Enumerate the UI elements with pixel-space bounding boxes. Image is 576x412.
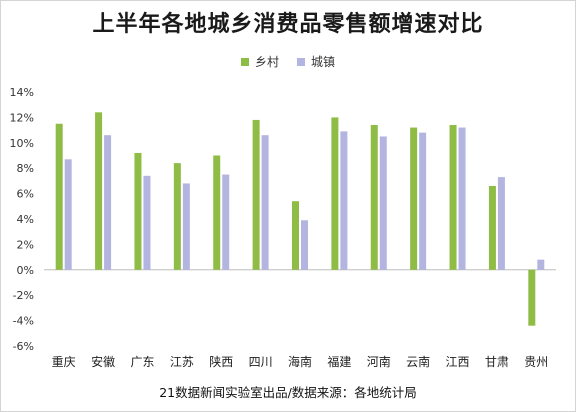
x-category-label: 贵州 <box>524 355 548 369</box>
source-note: 21数据新闻实验室出品/数据来源：各地统计局 <box>159 385 417 400</box>
bar-rural-6 <box>292 201 299 270</box>
y-tick-label: 12% <box>10 111 34 124</box>
x-category-label: 云南 <box>406 354 430 369</box>
bar-rural-12 <box>528 269 536 326</box>
bar-rural-3 <box>173 163 181 270</box>
bar-rural-4 <box>213 155 221 270</box>
bar-rural-5 <box>252 119 260 270</box>
bar-rural-7 <box>331 117 339 270</box>
x-category-label: 重庆 <box>52 355 76 369</box>
y-tick-label: 2% <box>17 238 34 251</box>
bar-urban-0 <box>64 159 72 270</box>
y-tick-label: -4% <box>13 315 34 328</box>
bar-rural-1 <box>95 112 103 270</box>
legend-swatch-rural <box>240 57 249 66</box>
bar-urban-9 <box>419 132 427 270</box>
bar-urban-5 <box>261 135 269 270</box>
bar-urban-11 <box>497 177 505 270</box>
x-category-label: 江西 <box>446 355 470 369</box>
y-tick-label: 8% <box>17 162 34 175</box>
x-category-label: 福建 <box>327 354 351 369</box>
legend-swatch-urban <box>297 57 305 66</box>
x-category-label: 江苏 <box>170 355 194 369</box>
x-category-label: 甘肃 <box>485 355 509 369</box>
y-tick-label: 0% <box>17 264 34 277</box>
bar-urban-12 <box>537 259 545 270</box>
bar-urban-2 <box>143 175 151 270</box>
bar-rural-8 <box>370 125 378 270</box>
legend-item-rural: 乡村 <box>240 53 279 70</box>
bar-rural-11 <box>488 185 496 270</box>
y-tick-label: 4% <box>17 213 34 226</box>
bar-rural-10 <box>449 125 457 270</box>
x-category-label: 陕西 <box>209 354 233 369</box>
x-category-label: 广东 <box>130 355 154 369</box>
bar-rural-9 <box>410 127 418 270</box>
y-tick-label: -2% <box>13 289 34 302</box>
bar-urban-4 <box>222 174 230 270</box>
y-tick-label: 10% <box>10 137 34 150</box>
legend-item-urban: 城镇 <box>297 53 335 70</box>
y-tick-label: -6% <box>13 340 34 353</box>
y-tick-label: 6% <box>17 188 34 201</box>
x-category-label: 四川 <box>249 355 273 369</box>
x-category-label: 海南 <box>288 354 312 369</box>
legend-label-rural: 乡村 <box>254 55 279 69</box>
bar-urban-6 <box>301 220 308 270</box>
bar-urban-8 <box>379 136 387 270</box>
bar-urban-1 <box>104 135 112 270</box>
bar-rural-2 <box>134 152 142 270</box>
x-category-label: 安徽 <box>91 354 115 369</box>
x-category-label: 河南 <box>367 354 391 369</box>
bar-urban-7 <box>340 131 348 270</box>
y-tick-label: 14% <box>10 86 34 99</box>
bar-urban-3 <box>182 183 190 270</box>
bar-urban-10 <box>458 127 466 270</box>
chart-title: 上半年各地城乡消费品零售额增速对比 <box>92 12 484 37</box>
legend-label-urban: 城镇 <box>311 55 336 69</box>
chart-legend: 乡村 城镇 <box>0 53 576 70</box>
bar-rural-0 <box>55 123 63 270</box>
